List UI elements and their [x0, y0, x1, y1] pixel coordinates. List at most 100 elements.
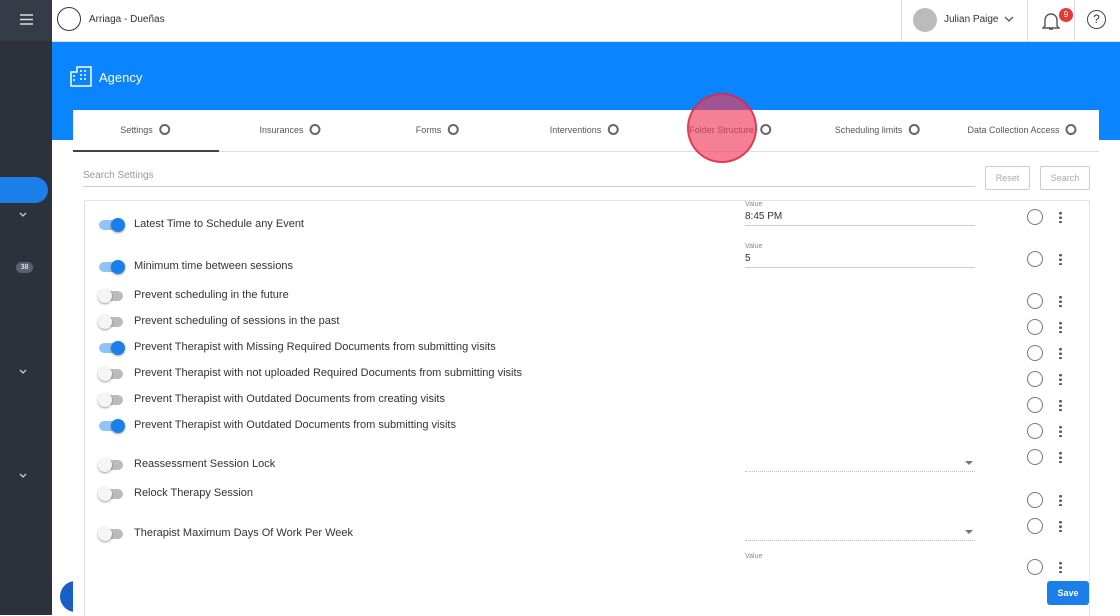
more-menu[interactable]	[1059, 520, 1062, 532]
toggle-knob	[98, 289, 112, 303]
card: SettingsInsurancesFormsInterventionsFold…	[73, 110, 1099, 616]
toggle[interactable]	[98, 289, 123, 303]
toggle[interactable]	[99, 341, 125, 355]
tab[interactable]: Forms	[416, 124, 459, 135]
info-icon[interactable]	[1027, 251, 1043, 267]
toggle[interactable]	[98, 315, 123, 329]
more-menu[interactable]	[1059, 253, 1062, 265]
setting-label: Prevent Therapist with Outdated Document…	[134, 419, 456, 431]
setting-label: Relock Therapy Session	[134, 487, 254, 499]
tab-icon	[1065, 124, 1077, 135]
save-button[interactable]: Save	[1047, 581, 1089, 605]
help-icon[interactable]: ?	[1087, 10, 1106, 29]
more-menu[interactable]	[1059, 373, 1062, 385]
toggle-knob	[98, 367, 112, 381]
setting-label: Prevent Therapist with not uploaded Requ…	[134, 367, 523, 379]
search-input[interactable]: Search Settings	[83, 170, 975, 187]
tab-icon	[908, 124, 920, 135]
setting-label: Latest Time to Schedule any Event	[134, 218, 304, 230]
info-icon[interactable]	[1027, 397, 1043, 413]
more-menu[interactable]	[1059, 211, 1062, 223]
info-icon[interactable]	[1027, 209, 1043, 225]
field-label: Value	[745, 553, 763, 560]
more-menu[interactable]	[1059, 561, 1062, 573]
chevron[interactable]	[19, 212, 27, 218]
tab[interactable]: Interventions	[550, 124, 619, 135]
tab-label: Settings	[120, 124, 153, 135]
toggle-knob	[98, 315, 112, 329]
info-icon[interactable]	[1027, 293, 1043, 309]
toggle-knob	[98, 393, 112, 407]
tab-icon	[759, 124, 771, 135]
search-button[interactable]: Search	[1040, 166, 1090, 190]
select-arrow	[965, 530, 973, 534]
toggle-knob	[111, 260, 125, 274]
more-menu[interactable]	[1059, 347, 1062, 359]
field-input[interactable]: 5	[745, 253, 975, 268]
info-icon[interactable]	[1027, 319, 1043, 335]
toggle[interactable]	[99, 218, 125, 232]
more-menu[interactable]	[1059, 425, 1062, 437]
toggle[interactable]	[98, 367, 123, 381]
top-bar: Arriaga - Dueñas Julian Paige 9 ?	[52, 0, 1120, 42]
tab-icon	[309, 124, 321, 135]
tab-label: Data Collection Access	[967, 124, 1060, 135]
field-input[interactable]: 8:45 PM	[745, 211, 975, 226]
menu-icon	[20, 14, 33, 25]
tab-icon	[607, 124, 619, 135]
more-menu[interactable]	[1059, 494, 1062, 506]
select-input[interactable]	[745, 461, 975, 472]
more-menu[interactable]	[1059, 399, 1062, 411]
info-icon[interactable]	[1027, 492, 1043, 508]
toggle[interactable]	[98, 487, 123, 501]
tab-label: Forms	[415, 124, 442, 135]
tab-icon	[158, 124, 170, 135]
toggle-knob	[111, 218, 125, 232]
bell-icon[interactable]	[1042, 11, 1060, 31]
info-icon[interactable]	[1027, 371, 1043, 387]
divider	[1074, 0, 1075, 41]
tab-label: Scheduling limits	[834, 124, 903, 135]
toggle[interactable]	[99, 260, 125, 274]
toggle-knob	[98, 527, 112, 541]
toggle-knob	[98, 487, 112, 501]
user-name[interactable]: Julian Paige	[944, 14, 999, 25]
chevron[interactable]	[19, 369, 27, 375]
setting-label: Prevent Therapist with Missing Required …	[134, 341, 496, 353]
toggle[interactable]	[99, 419, 125, 433]
more-menu[interactable]	[1059, 321, 1062, 333]
info-icon[interactable]	[1027, 345, 1043, 361]
setting-label: Therapist Maximum Days Of Work Per Week	[134, 527, 354, 539]
toggle[interactable]	[98, 527, 123, 541]
avatar[interactable]	[913, 8, 937, 32]
notification-count: 9	[1059, 8, 1073, 22]
tab[interactable]: Data Collection Access	[967, 124, 1077, 135]
more-menu[interactable]	[1059, 451, 1062, 463]
tab[interactable]: Insurances	[259, 124, 321, 135]
agency-icon	[70, 66, 92, 87]
more-menu[interactable]	[1059, 295, 1062, 307]
divider	[1027, 0, 1028, 41]
setting-label: Prevent scheduling of sessions in the pa…	[134, 315, 340, 327]
tab[interactable]: Scheduling limits	[835, 124, 920, 135]
tab[interactable]: Settings	[120, 124, 170, 135]
info-icon[interactable]	[1027, 559, 1043, 575]
info-icon[interactable]	[1027, 423, 1043, 439]
page-title: Agency	[99, 70, 143, 85]
info-icon[interactable]	[1027, 518, 1043, 534]
field-label: Value	[745, 201, 763, 208]
field-label: Value	[745, 243, 763, 250]
toggle[interactable]	[98, 458, 123, 472]
org-name: Arriaga - Dueñas	[89, 14, 165, 25]
user-menu-chevron[interactable]	[1004, 16, 1014, 23]
chevron[interactable]	[19, 473, 27, 479]
sidebar: 38	[0, 0, 91, 615]
reset-button[interactable]: Reset	[985, 166, 1030, 190]
info-icon[interactable]	[1027, 449, 1043, 465]
toggle-knob	[111, 341, 125, 355]
menu-button[interactable]	[0, 0, 52, 41]
active-nav[interactable]	[0, 177, 48, 203]
toggle[interactable]	[98, 393, 123, 407]
select-input[interactable]	[745, 530, 975, 541]
